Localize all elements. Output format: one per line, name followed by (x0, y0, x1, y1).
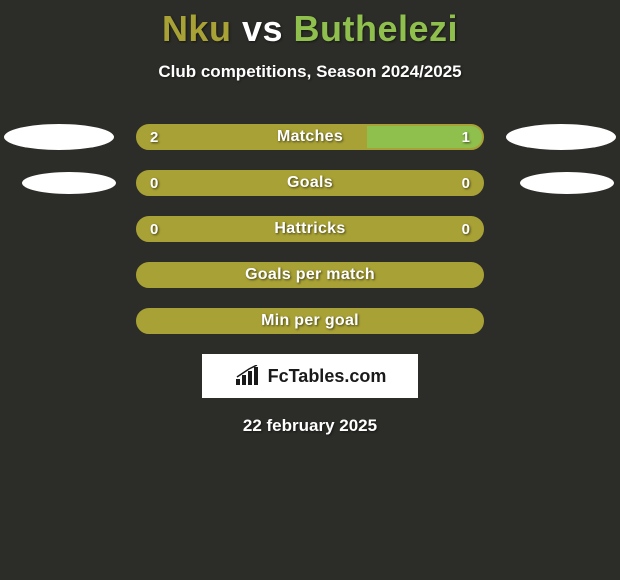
stat-row: Goals0 0 (0, 170, 620, 196)
stat-bar: Goals0 0 (136, 170, 484, 196)
stat-bar: Goals per match (136, 262, 484, 288)
stat-value-right: 1 (462, 126, 470, 148)
player2-ellipse (506, 124, 616, 150)
stat-value-right: 0 (462, 172, 470, 194)
stats-card: Nku vs Buthelezi Club competitions, Seas… (0, 0, 620, 580)
stat-label: Goals per match (138, 264, 482, 286)
player2-ellipse (520, 172, 614, 194)
stat-bar: Matches2 1 (136, 124, 484, 150)
stat-row: Hattricks0 0 (0, 216, 620, 242)
player1-name: Nku (162, 8, 232, 49)
stat-value-left: 2 (150, 126, 158, 148)
stat-value-left: 0 (150, 218, 158, 240)
chart-icon (234, 365, 262, 387)
subtitle: Club competitions, Season 2024/2025 (0, 62, 620, 82)
stat-label: Goals (138, 172, 482, 194)
stat-value-left: 0 (150, 172, 158, 194)
player2-name: Buthelezi (294, 8, 459, 49)
date-text: 22 february 2025 (0, 416, 620, 436)
vs-text: vs (242, 8, 283, 49)
stat-bar: Min per goal (136, 308, 484, 334)
stats-rows: Matches21Goals00Hattricks00Goals per mat… (0, 124, 620, 334)
stat-label: Hattricks (138, 218, 482, 240)
stat-row: Goals per match (0, 262, 620, 288)
logo-text: FcTables.com (268, 366, 387, 387)
player1-ellipse (4, 124, 114, 150)
player1-ellipse (22, 172, 116, 194)
stat-row: Min per goal (0, 308, 620, 334)
title: Nku vs Buthelezi (0, 0, 620, 50)
stat-label: Matches (138, 126, 482, 148)
logo-box: FcTables.com (202, 354, 418, 398)
stat-label: Min per goal (138, 310, 482, 332)
stat-row: Matches2 1 (0, 124, 620, 150)
stat-value-right: 0 (462, 218, 470, 240)
stat-bar: Hattricks0 0 (136, 216, 484, 242)
